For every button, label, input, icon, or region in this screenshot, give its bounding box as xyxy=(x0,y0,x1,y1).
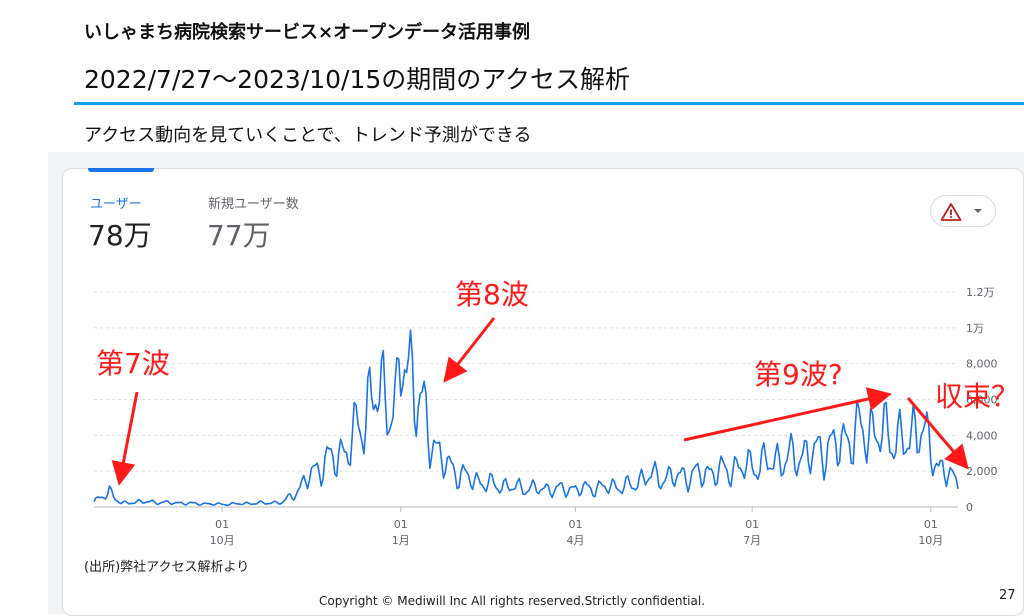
metric-new-users-value: 77万 xyxy=(207,219,271,252)
slide-lead-text: アクセス動向を見ていくことで、トレンド予測ができる xyxy=(84,125,532,146)
copyright-footer: Copyright © Mediwill Inc All rights rese… xyxy=(318,594,706,608)
x-tick-day-label: 01 xyxy=(569,518,583,531)
x-tick-day-label: 01 xyxy=(745,518,759,531)
source-note: (出所)弊社アクセス解析より xyxy=(84,560,250,575)
x-tick-day-label: 01 xyxy=(924,518,938,531)
x-tick-day-label: 01 xyxy=(394,518,408,531)
annotation-arrow xyxy=(683,387,892,442)
title-divider xyxy=(74,102,1024,105)
y-tick-label: 6,000 xyxy=(966,394,998,407)
x-tick-month-label: 1月 xyxy=(392,534,410,547)
x-tick-month-label: 10月 xyxy=(210,534,235,547)
chart-gridlines xyxy=(94,291,958,508)
y-tick-label: 0 xyxy=(966,501,973,514)
x-tick-month-label: 10月 xyxy=(918,534,943,547)
slide-subtitle: 2022/7/27～2023/10/15の期間のアクセス解析 xyxy=(84,65,631,94)
y-tick-label: 1.2万 xyxy=(966,286,995,299)
y-tick-label: 1万 xyxy=(966,322,984,335)
annotation-label: 第7波 xyxy=(96,347,170,380)
chevron-down-icon xyxy=(974,209,982,213)
warning-icon xyxy=(940,203,962,221)
x-tick-day-label: 01 xyxy=(215,518,229,531)
slide-title: いしゃまち病院検索サービス×オープンデータ活用事例 xyxy=(84,22,530,43)
annotation-label: 第9波? xyxy=(754,358,843,391)
annotation-arrow xyxy=(111,391,139,486)
metric-new-users-label[interactable]: 新規ユーザー数 xyxy=(208,197,299,212)
page-number: 27 xyxy=(999,588,1016,603)
y-tick-label: 8,000 xyxy=(966,358,998,371)
selected-metric-indicator xyxy=(88,168,154,172)
annotation-arrow xyxy=(906,397,969,470)
metric-users-value: 78万 xyxy=(88,219,152,252)
chart-series xyxy=(93,329,959,507)
annotation-label: 第8波 xyxy=(455,278,529,311)
y-tick-label: 2,000 xyxy=(966,465,998,478)
alert-dropdown-button[interactable] xyxy=(930,195,996,227)
annotation-arrow xyxy=(443,317,496,383)
analytics-card xyxy=(62,168,1024,616)
metric-users-label[interactable]: ユーザー xyxy=(90,197,142,212)
x-tick-month-label: 4月 xyxy=(567,534,585,547)
x-axis-ticks: 01 10月 01 1月 01 4月 01 7月 01 10月 xyxy=(210,507,943,547)
annotation-label: 収束？ xyxy=(935,380,1019,413)
y-axis-ticks: 0 2,000 4,000 6,000 8,000 1万 1.2万 xyxy=(966,286,998,514)
users-series-line xyxy=(93,329,959,507)
y-tick-label: 4,000 xyxy=(966,429,998,442)
x-tick-month-label: 7月 xyxy=(743,534,761,547)
